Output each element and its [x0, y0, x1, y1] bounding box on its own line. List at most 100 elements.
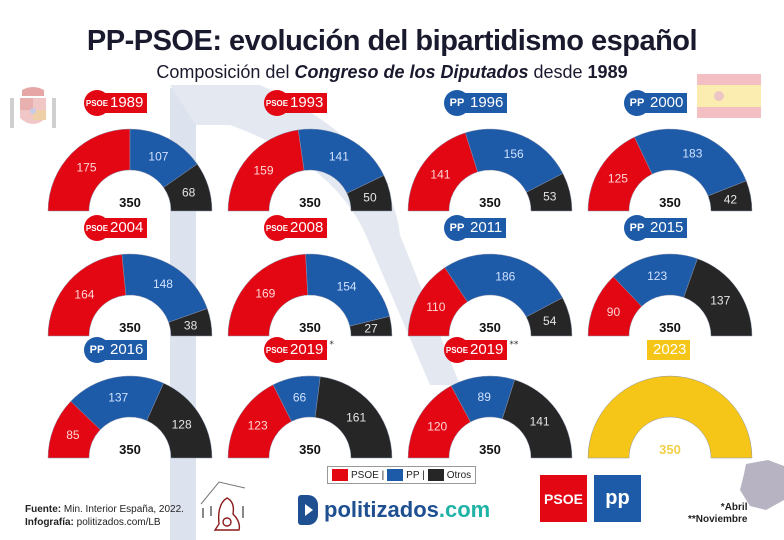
politizados-brand-link[interactable]: politizados .com [298, 495, 490, 525]
hemicycle-chart-2015: PP 2015 90 123 137 350 [580, 215, 760, 343]
page-subtitle: Composición del Congreso de los Diputado… [0, 62, 784, 83]
subtitle-prefix: Composición del [156, 62, 295, 82]
seat-label-psoe: 125 [608, 171, 628, 185]
year-label: 2023 [647, 340, 691, 360]
seat-label-otros: 54 [543, 314, 557, 328]
total-seats-label: 350 [479, 320, 501, 335]
footnote-april: *Abril [720, 502, 748, 513]
total-seats-label: 350 [119, 195, 141, 210]
segment-otros [707, 180, 753, 212]
hemicycle-svg: 90 123 137 350 [587, 253, 753, 337]
year-label: 2000 [644, 93, 688, 113]
total-seats-label: 350 [299, 442, 321, 457]
seat-label-pp: 107 [148, 149, 168, 163]
year-label: 2004 [104, 218, 148, 238]
seat-label-psoe: 169 [255, 287, 275, 301]
year-label: 2019 [284, 340, 328, 360]
seat-label-pp: 154 [337, 280, 357, 294]
year-badge: 2023 [647, 340, 691, 360]
page-title: PP-PSOE: evolución del bipartidismo espa… [86, 25, 698, 57]
hemicycle-svg: 159 141 50 350 [227, 128, 393, 212]
segment-otros [349, 316, 393, 337]
hemicycle-chart-2000: PP 2000 125 183 42 350 [580, 90, 760, 218]
pp-logo-icon: PP [444, 215, 470, 241]
psoe-logo-icon: PSOE [264, 215, 290, 241]
seat-label-pp: 156 [504, 147, 524, 161]
segment-pp [465, 128, 564, 193]
pp-logo: PP [594, 475, 641, 522]
seat-label-pp: 183 [682, 147, 702, 161]
spain-map-icon [740, 460, 784, 510]
seat-label-psoe: 159 [253, 164, 273, 178]
year-label: 2015 [644, 218, 688, 238]
seat-label-psoe: 110 [426, 300, 445, 314]
footnotes: *Abril **Noviembre [688, 502, 747, 526]
subtitle-mid: desde [528, 62, 588, 82]
year-badge: PP 2016 [84, 337, 148, 363]
seat-label-otros: 27 [364, 322, 378, 336]
segment-otros [163, 163, 213, 212]
seat-label-otros: 141 [530, 415, 550, 429]
hemicycle-svg: 120 89 141 350 [407, 375, 573, 459]
segment-psoe [47, 128, 131, 212]
politizados-logo-icon [298, 495, 318, 525]
source-line: Fuente: Min. Interior España, 2022. [25, 503, 184, 516]
sketch-illustration-icon [200, 481, 246, 531]
hemicycle-chart-2011: PP 2011 110 186 54 350 [400, 215, 580, 343]
hemicycle-svg: 164 148 38 350 [47, 253, 213, 337]
psoe-logo-icon: PSOE [84, 215, 110, 241]
source-label: Fuente: [25, 504, 62, 515]
hemicycle-chart-2008: PSOE 2008 169 154 27 350 [220, 215, 400, 343]
segment-otros [346, 175, 393, 212]
seat-label-pp: 89 [478, 390, 492, 404]
year-badge: PP 2015 [624, 215, 688, 241]
legend-label-pp: PP | [406, 469, 425, 481]
hemicycle-svg: 350 [587, 375, 753, 459]
hemicycle-svg: 123 66 161 350 [227, 375, 393, 459]
seat-label-pp: 66 [293, 390, 307, 404]
psoe-logo-icon: PSOE [264, 337, 290, 363]
year-label: 1989 [104, 93, 148, 113]
seat-label-otros: 128 [172, 418, 192, 432]
year-badge: PP 1996 [444, 90, 508, 116]
year-badge: PSOE 1989 [84, 90, 148, 116]
hemicycle-svg: 85 137 128 350 [47, 375, 213, 459]
seat-label-pp: 141 [329, 150, 349, 164]
pp-logo-icon: PP [624, 90, 650, 116]
seat-label-otros: 137 [710, 294, 730, 308]
year-badge: PP 2011 [444, 215, 507, 241]
hemicycle-chart-2019-november: PSOE 2019 ** 120 89 141 350 [400, 337, 580, 465]
infographic-line: Infografía: politizados.com/LB [25, 516, 184, 529]
pp-logo-icon: PP [84, 337, 110, 363]
segment-otros [168, 308, 213, 337]
seat-label-psoe: 123 [248, 419, 268, 433]
segment-pp [305, 253, 390, 327]
infographic-label: Infografía: [25, 517, 74, 528]
segment-psoe [227, 253, 309, 337]
hemicycle-svg: 169 154 27 350 [227, 253, 393, 337]
psoe-logo-text: PSOE [544, 490, 583, 507]
year-label: 1996 [464, 93, 508, 113]
coat-of-arms-icon [10, 87, 56, 128]
hemicycle-chart-2019-april: PSOE 2019 * 123 66 161 350 [220, 337, 400, 465]
total-seats-label: 350 [659, 442, 681, 457]
hemicycle-chart-1993: PSOE 1993 159 141 50 350 [220, 90, 400, 218]
segment-psoe [227, 129, 305, 212]
subtitle-year: 1989 [587, 62, 628, 82]
source-value: Min. Interior España, 2022. [61, 504, 184, 515]
spain-flag-icon [697, 74, 761, 118]
brand-name: politizados [324, 497, 439, 522]
hemicycle-svg: 110 186 54 350 [407, 253, 573, 337]
segment-otros [146, 382, 213, 459]
segment-pending [587, 375, 753, 459]
hemicycle-svg: 141 156 53 350 [407, 128, 573, 212]
seat-label-pp: 123 [647, 269, 667, 283]
subtitle-italic: Congreso de los Diputados [294, 62, 529, 82]
seat-label-psoe: 85 [66, 428, 80, 442]
pp-logo-text: PP [605, 487, 630, 509]
footnote-november: **Noviembre [688, 514, 748, 525]
legend: PSOE | PP | Otros [327, 466, 477, 484]
seat-label-pp: 137 [108, 391, 128, 405]
psoe-logo: PSOE [540, 475, 587, 522]
year-badge: PP 2000 [624, 90, 688, 116]
